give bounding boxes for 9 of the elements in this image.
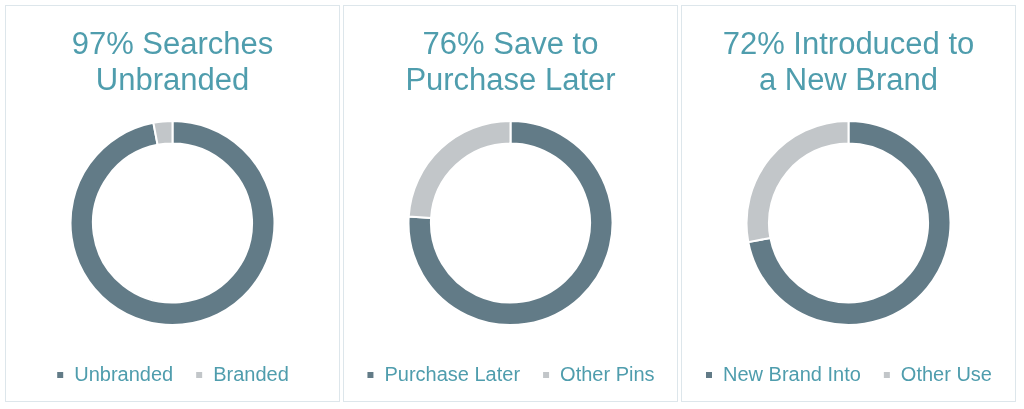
chart-title: 97% Searches Unbranded (70, 26, 275, 98)
legend-label: New Brand Into (723, 362, 861, 385)
legend-label: Branded (213, 362, 289, 385)
legend-label: Other Pins (560, 362, 655, 385)
legend-label: Other Use (900, 362, 993, 385)
chart-title: 76% Save to Purchase Later (404, 26, 617, 98)
chart-title: 72% Introduced to a New Brand (721, 26, 976, 98)
legend-label: Unbranded (74, 362, 174, 385)
legend-label: Purchase Later (384, 362, 521, 385)
